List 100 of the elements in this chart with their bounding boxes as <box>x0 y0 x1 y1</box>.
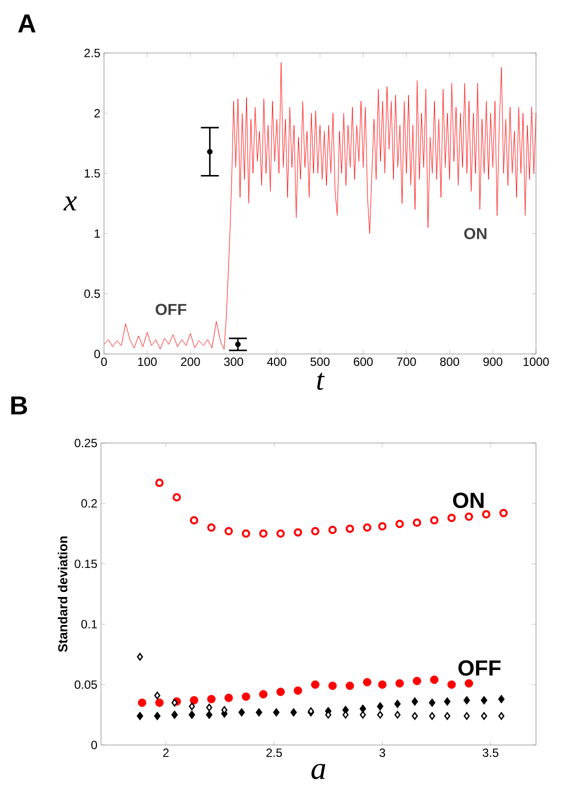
x-tick-label: 1000 <box>524 358 549 366</box>
x-tick-label: 3 <box>379 748 386 757</box>
point <box>430 516 438 524</box>
point <box>480 696 488 705</box>
point <box>188 702 195 710</box>
point <box>394 700 401 708</box>
point <box>155 698 164 707</box>
point <box>224 526 233 536</box>
point <box>311 526 320 536</box>
x-tick-label: 300 <box>224 358 244 366</box>
point <box>363 523 372 532</box>
y-tick-label: 0.2 <box>81 499 97 508</box>
point <box>394 710 401 719</box>
point <box>499 508 508 518</box>
point <box>498 694 505 704</box>
point <box>360 710 366 719</box>
point <box>377 710 384 719</box>
point <box>328 526 337 534</box>
point <box>463 696 470 705</box>
point <box>138 698 146 707</box>
point <box>172 493 181 502</box>
point <box>207 694 216 704</box>
point <box>256 708 262 717</box>
point <box>447 514 456 522</box>
y-tick-label: 0.5 <box>84 290 100 298</box>
chart-title: B <box>11 396 28 414</box>
point <box>206 704 212 712</box>
point <box>412 676 422 686</box>
point <box>430 676 438 684</box>
point <box>346 682 354 690</box>
point <box>136 712 144 720</box>
y-tick-label: 1 <box>94 229 100 238</box>
point <box>294 686 302 695</box>
point <box>412 518 422 527</box>
y-axis-title: x <box>63 196 77 210</box>
point <box>238 708 246 717</box>
x-tick-label: 2 <box>163 748 169 757</box>
point <box>376 702 384 711</box>
point <box>276 688 285 696</box>
x-tick-label: 100 <box>138 358 157 366</box>
point <box>328 682 337 690</box>
point <box>172 698 178 707</box>
y-tick-label: 2.5 <box>84 48 100 58</box>
point <box>464 679 474 688</box>
point <box>444 697 451 706</box>
x-tick-label: 500 <box>310 358 330 366</box>
point <box>154 692 160 700</box>
point <box>447 680 456 689</box>
chart-title: A <box>18 14 36 32</box>
x-tick-label: 600 <box>354 358 373 366</box>
annotation: ON <box>464 228 486 240</box>
point <box>154 712 161 720</box>
y-axis-title: Standard deviation <box>58 536 68 652</box>
point <box>444 712 450 720</box>
point <box>378 522 387 531</box>
y-tick-label: 1.5 <box>84 169 100 178</box>
point <box>464 512 474 521</box>
x-tick-label: 800 <box>440 358 460 366</box>
line-series <box>104 62 536 350</box>
point <box>411 697 418 706</box>
annotation: ON <box>453 492 484 508</box>
point <box>206 710 213 720</box>
point <box>395 679 404 688</box>
point <box>190 696 198 704</box>
x-axis-title: t <box>317 372 325 390</box>
point <box>242 692 250 701</box>
x-tick-label: 900 <box>483 358 502 366</box>
x-tick-label: 2.5 <box>266 748 282 757</box>
x-tick-label: 700 <box>397 358 416 366</box>
point <box>412 712 418 720</box>
y-tick-label: 0 <box>91 740 98 750</box>
x-tick-label: 400 <box>267 358 286 366</box>
point <box>207 523 216 532</box>
point <box>136 652 143 661</box>
point <box>311 680 320 689</box>
point <box>188 710 196 720</box>
x-tick-label: 200 <box>181 358 200 366</box>
point <box>224 694 233 702</box>
annotation: OFF <box>156 304 186 316</box>
point <box>428 698 436 708</box>
point <box>171 710 178 720</box>
x-tick-label: 0 <box>101 358 107 366</box>
y-tick-label: 2 <box>94 109 100 118</box>
point <box>498 712 504 720</box>
y-tick-label: 0 <box>94 350 100 358</box>
point <box>378 680 387 689</box>
x-tick-label: 3.5 <box>482 748 498 757</box>
point <box>464 712 470 720</box>
annotation: OFF <box>458 660 501 676</box>
point <box>259 529 268 538</box>
point <box>272 708 280 717</box>
point <box>481 712 488 720</box>
point <box>346 524 354 533</box>
point <box>363 678 372 686</box>
y-tick-label: 0.15 <box>74 560 97 568</box>
point <box>155 478 164 488</box>
point <box>259 690 268 698</box>
point <box>482 510 490 518</box>
point <box>276 529 285 538</box>
x-axis-title: a <box>311 764 326 780</box>
